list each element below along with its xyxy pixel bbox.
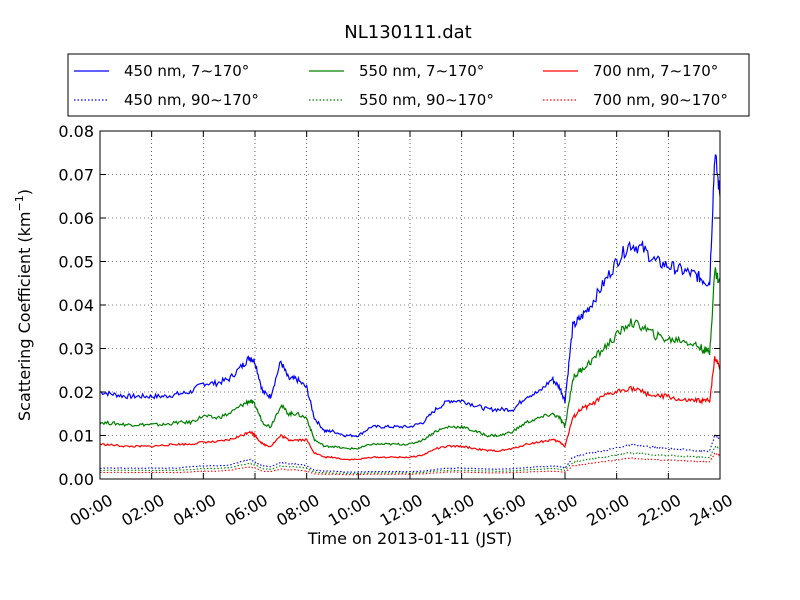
legend-label: 450 nm, 90∼170° [124, 91, 259, 109]
legend-label: 550 nm, 90∼170° [359, 91, 494, 109]
series-line [99, 267, 721, 450]
y-tick-label: 0.06 [58, 209, 94, 228]
series-line [99, 452, 721, 476]
legend-label: 700 nm, 7∼170° [593, 62, 718, 80]
x-axis-title: Time on 2013-01-11 (JST) [307, 529, 512, 548]
series-line [99, 356, 721, 461]
y-tick-label: 0.05 [58, 253, 94, 272]
legend-label: 450 nm, 7∼170° [124, 62, 249, 80]
legend-label: 700 nm, 90∼170° [593, 91, 728, 109]
y-axis-title-sup: −1 [13, 195, 26, 211]
y-tick-label: 0.07 [58, 166, 94, 185]
y-tick-label: 0.02 [58, 383, 94, 402]
legend: 450 nm, 7∼170° 550 nm, 7∼170° 700 nm, 7∼17… [67, 53, 750, 117]
y-axis-title: Scattering Coefficient (km−1) [13, 189, 34, 421]
ticks [99, 130, 721, 480]
series-line [99, 445, 721, 475]
legend-label: 550 nm, 7∼170° [359, 62, 484, 80]
series-line [99, 154, 721, 438]
y-tick-label: 0.01 [58, 427, 94, 446]
series-line [99, 432, 721, 473]
y-axis-title-suffix: ) [15, 189, 34, 195]
y-axis-title-main: Scattering Coefficient (km [15, 211, 34, 421]
chart-title: NL130111.dat [344, 22, 471, 43]
series-layer [99, 154, 721, 476]
y-tick-label: 0.00 [58, 470, 94, 489]
y-tick-label: 0.08 [58, 122, 94, 141]
legend-box [67, 53, 750, 117]
y-tick-label: 0.03 [58, 340, 94, 359]
y-tick-label: 0.04 [58, 296, 94, 315]
